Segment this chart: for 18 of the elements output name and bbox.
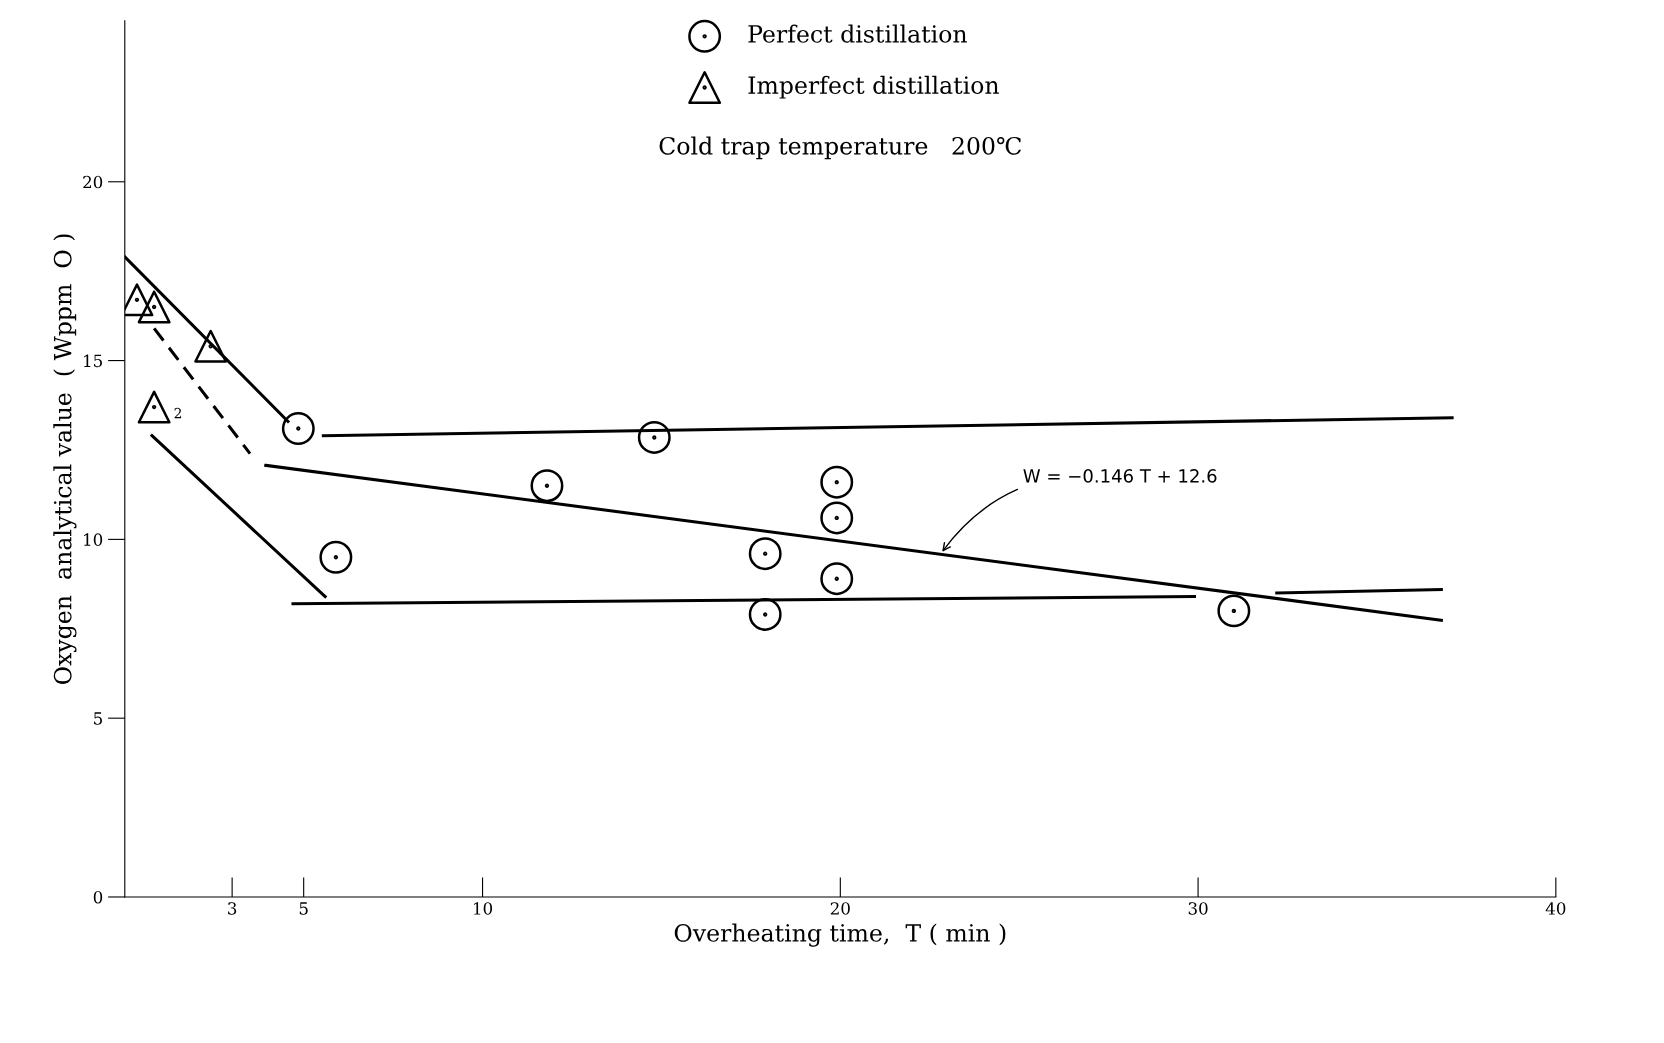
annotation: Cold trap temperature 200℃ xyxy=(659,136,1021,160)
annotation: W = −0.146 T + 12.6 xyxy=(1023,469,1217,483)
y-axis-title: Oxygen analytical value ( Wppm O ) xyxy=(53,234,77,684)
x-tick-label: 30 xyxy=(1188,902,1208,915)
x-tick-label: 10 xyxy=(473,902,493,915)
y-tick-label: 15 xyxy=(84,354,102,368)
x-tick-label: 5 xyxy=(299,902,308,915)
x-tick-label: 3 xyxy=(228,902,237,915)
annotation: 2 xyxy=(174,407,182,419)
x-axis-title: Overheating time, T ( min ) xyxy=(674,923,1006,947)
y-tick-label: 5 xyxy=(94,712,102,725)
y-tick-label: 10 xyxy=(84,533,103,546)
y-tick-label: 0 xyxy=(93,890,103,904)
x-tick-label: 40 xyxy=(1545,902,1566,915)
y-tick-label: 20 xyxy=(83,175,103,189)
legend-label: Imperfect distillation xyxy=(748,75,999,99)
x-tick-label: 20 xyxy=(830,902,850,915)
legend-label: Perfect distillation xyxy=(748,24,967,43)
